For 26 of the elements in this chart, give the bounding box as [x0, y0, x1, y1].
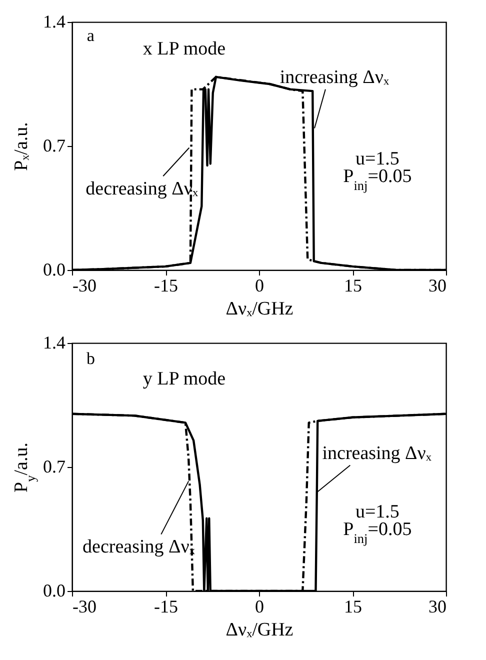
annotation: b: [86, 348, 95, 368]
y-tick-label: 0.0: [43, 260, 66, 280]
y-axis-title: Pₓ/a.u.: [11, 122, 32, 171]
y-tick-label: 0.7: [43, 136, 66, 156]
x-tick-label: 30: [428, 276, 446, 296]
x-axis-title: Δνₓ/GHz: [226, 620, 294, 640]
y-tick-label: 1.4: [43, 332, 66, 352]
x-tick-label: 0: [255, 596, 264, 616]
annotation: increasing Δνₓ: [322, 442, 432, 464]
x-tick-label: 0: [255, 276, 264, 296]
x-tick-label: 15: [344, 596, 362, 616]
x-tick-label: -30: [72, 276, 96, 296]
annotation: a: [86, 26, 95, 46]
x-tick-label: -30: [72, 596, 96, 616]
annotation: decreasing Δνₓ: [86, 178, 198, 200]
y-tick-label: 0.7: [43, 456, 66, 476]
x-tick-label: -15: [154, 596, 178, 616]
y-tick-label: 0.0: [43, 580, 66, 600]
x-axis-title: Δνₓ/GHz: [226, 298, 294, 320]
y-tick-label: 1.4: [43, 12, 66, 32]
annotation: increasing Δνₓ: [280, 66, 390, 88]
annotation: x LP mode: [142, 38, 226, 60]
annotation: y LP mode: [142, 368, 226, 390]
x-tick-label: 30: [428, 596, 446, 616]
x-tick-label: -15: [154, 276, 178, 296]
x-tick-label: 15: [344, 276, 362, 296]
